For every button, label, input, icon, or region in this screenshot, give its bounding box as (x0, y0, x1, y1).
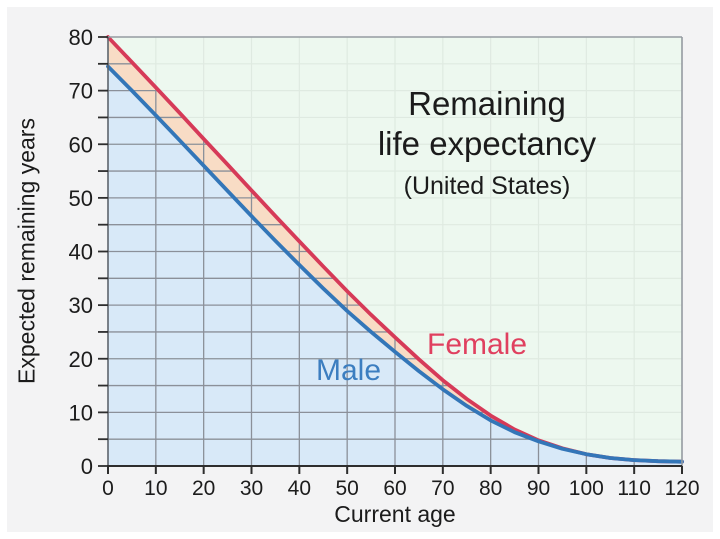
chart-title-line2: life expectancy (377, 125, 597, 162)
y-tick-label: 70 (69, 79, 93, 104)
y-axis-title: Expected remaining years (13, 118, 40, 384)
chart-subtitle: (United States) (403, 172, 571, 200)
x-tick-label: 20 (192, 477, 215, 500)
x-tick-label: 120 (664, 477, 699, 500)
x-tick-label: 70 (431, 477, 454, 500)
x-tick-label: 50 (335, 477, 358, 500)
male-curve (106, 64, 684, 464)
x-tick-label: 10 (144, 477, 167, 500)
x-tick-label: 60 (383, 477, 406, 500)
y-tick-label: 40 (69, 240, 93, 265)
female-series-label: Female (427, 328, 528, 361)
y-tick-label: 0 (81, 454, 93, 479)
y-tick-label: 10 (69, 400, 93, 425)
y-tick-label: 30 (69, 293, 93, 318)
y-tick-label: 50 (69, 186, 93, 211)
x-tick-label: 30 (240, 477, 263, 500)
y-tick-label: 60 (69, 132, 93, 157)
x-axis-title: Current age (334, 501, 456, 527)
x-tick-label: 110 (617, 477, 650, 500)
y-axis-ticks: 0 10 20 30 40 50 60 70 80 (69, 25, 108, 479)
x-tick-label: 80 (479, 477, 502, 500)
y-tick-label: 80 (69, 25, 93, 50)
x-tick-label: 0 (102, 477, 114, 500)
x-tick-label: 100 (569, 477, 604, 500)
y-tick-label: 20 (69, 347, 93, 372)
x-tick-label: 40 (288, 477, 311, 500)
plot-border (108, 36, 683, 466)
male-series-label: Male (316, 354, 382, 387)
x-tick-label: 90 (527, 477, 550, 500)
chart-title: Remaining life expectancy (United States… (378, 84, 596, 199)
x-axis-ticks: 0 10 20 30 40 50 60 70 80 90 100 110 120 (102, 466, 700, 500)
chart-title-line1: Remaining (408, 85, 566, 122)
